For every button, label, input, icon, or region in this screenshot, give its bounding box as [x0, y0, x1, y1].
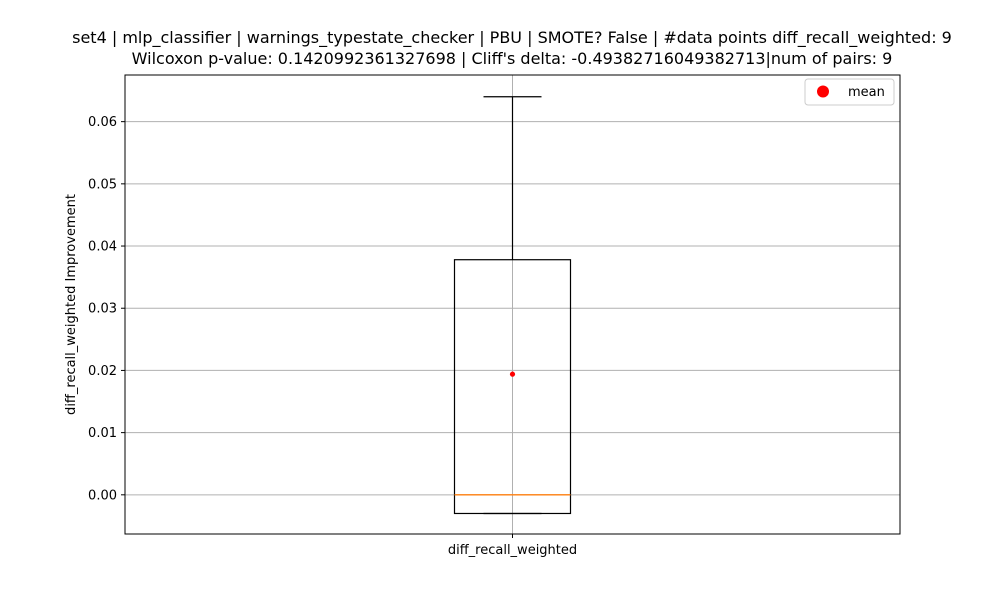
chart-title-line-2: Wilcoxon p-value: 0.1420992361327698 | C…	[132, 49, 893, 68]
y-tick-label: 0.00	[88, 488, 117, 503]
plot-area-frame	[124, 74, 901, 535]
y-tick-label: 0.05	[88, 177, 117, 192]
legend-mean-label: mean	[848, 85, 885, 100]
y-tick-label: 0.06	[88, 115, 117, 130]
y-tick-label: 0.04	[88, 240, 117, 255]
legend: mean	[804, 78, 895, 106]
mean-marker	[509, 371, 516, 377]
chart-title-line-1: set4 | mlp_classifier | warnings_typesta…	[72, 28, 952, 48]
box-series	[453, 96, 572, 515]
legend-mean-marker	[817, 85, 829, 98]
legend-box	[804, 78, 895, 106]
y-tick-label: 0.01	[88, 426, 117, 441]
axis-ticks: 0.00 0.01 0.02 0.03 0.04 0.05 0.06 diff_recall_…	[88, 115, 577, 558]
iqr-box	[453, 259, 572, 515]
y-tick-label: 0.03	[88, 302, 117, 317]
y-axis-label: diff_recall_weighted Improvement	[64, 194, 79, 415]
x-tick-label: diff_recall_weighted	[448, 543, 577, 558]
y-tick-label: 0.02	[88, 364, 117, 379]
